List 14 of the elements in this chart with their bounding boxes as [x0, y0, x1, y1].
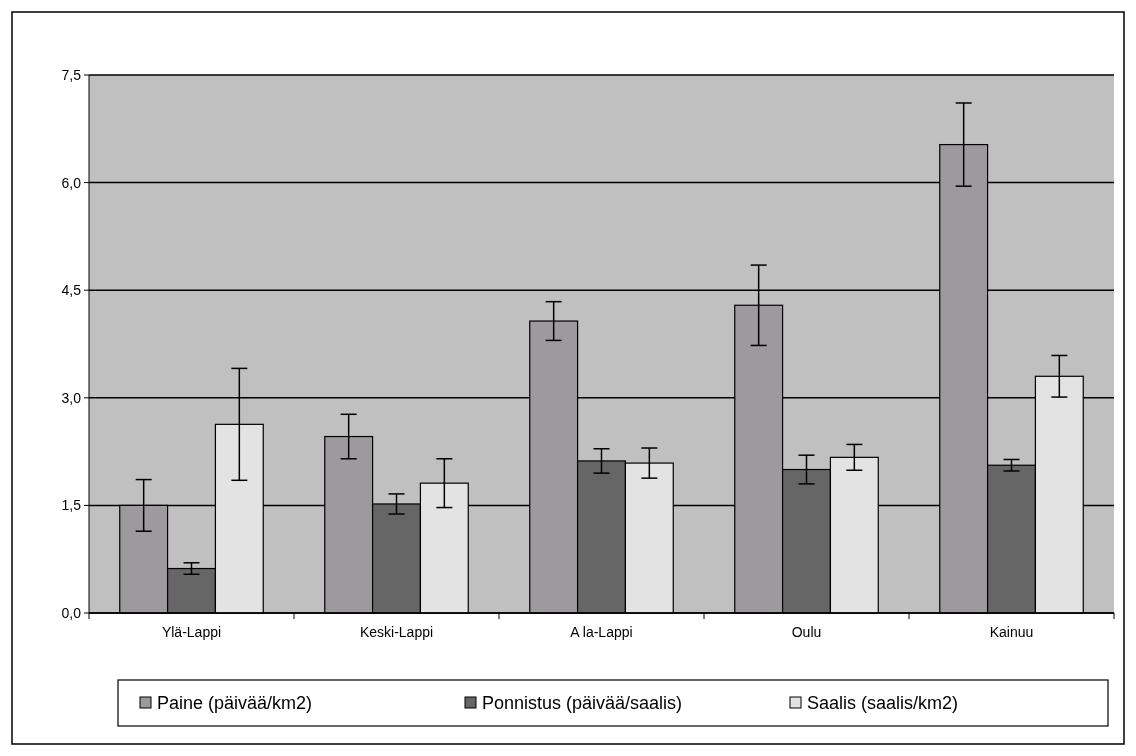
y-tick-label: 3,0 — [61, 389, 82, 406]
y-tick-label: 0,0 — [61, 604, 82, 621]
x-tick-label: A la-Lappi — [570, 624, 633, 640]
y-tick-label: 6,0 — [61, 174, 82, 191]
y-tick-label: 1,5 — [61, 497, 82, 514]
x-tick-label: Kainuu — [989, 624, 1034, 640]
legend-label: Paine (päivää/km2) — [157, 693, 313, 714]
x-tick-label: Ylä-Lappi — [161, 624, 222, 640]
x-tick-label: Oulu — [791, 624, 822, 640]
y-tick-label: 4,5 — [61, 282, 82, 299]
legend-label: Ponnistus (päivää/saalis) — [482, 693, 683, 714]
legend-label: Saalis (saalis/km2) — [807, 693, 959, 714]
x-tick-label: Keski-Lappi — [359, 624, 434, 640]
y-tick-label: 7,5 — [61, 66, 82, 83]
